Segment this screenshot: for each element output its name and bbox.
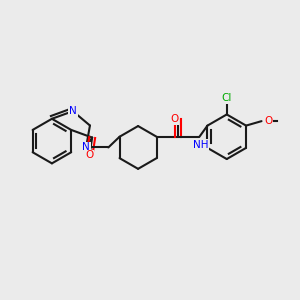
Text: NH: NH xyxy=(193,140,209,150)
Text: N: N xyxy=(82,142,90,152)
Text: Cl: Cl xyxy=(222,93,232,103)
Text: N: N xyxy=(69,106,77,116)
Text: O: O xyxy=(170,114,178,124)
Text: O: O xyxy=(264,116,272,126)
Text: O: O xyxy=(85,150,93,161)
